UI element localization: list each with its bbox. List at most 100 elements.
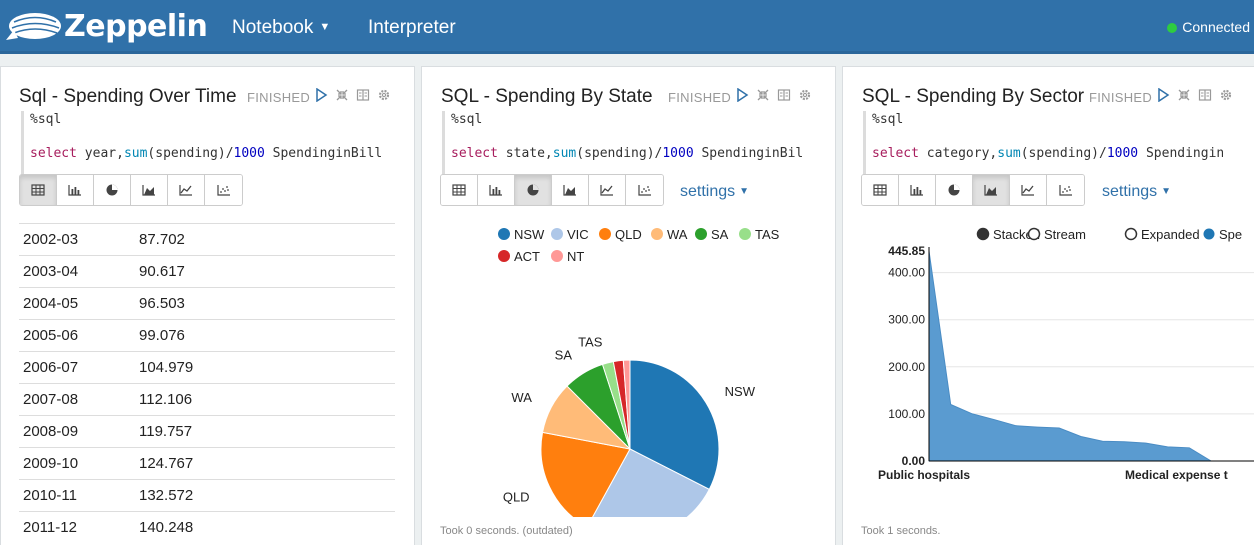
- stack-mode-option[interactable]: Expanded: [1124, 227, 1200, 242]
- bar-chart-button[interactable]: [899, 175, 936, 205]
- table-view-button[interactable]: [20, 175, 57, 205]
- legend-item[interactable]: SA: [695, 227, 729, 242]
- table-row: 2003-04 90.617: [19, 255, 395, 288]
- scatter-chart-button[interactable]: [205, 175, 242, 205]
- code-editor[interactable]: %sql select year,sum(spending)/1000 Spen…: [21, 111, 391, 177]
- stack-mode-label: Stream: [1044, 227, 1086, 242]
- legend-item[interactable]: NT: [551, 249, 584, 264]
- pie-slice-qld[interactable]: [540, 431, 631, 517]
- line-chart-icon: [179, 185, 192, 196]
- line-chart-button[interactable]: [589, 175, 626, 205]
- paragraph-title[interactable]: SQL - Spending By Sector: [862, 86, 1085, 107]
- pie-slice-vic[interactable]: [587, 448, 710, 517]
- table-row: 2007-08 112.106: [19, 383, 395, 416]
- y-tick-label: 0.00: [902, 454, 926, 468]
- legend-swatch: [599, 228, 611, 240]
- gear-icon[interactable]: [1218, 87, 1234, 103]
- paragraph-title[interactable]: SQL - Spending By State: [441, 86, 653, 107]
- code-editor[interactable]: %sql select state,sum(spending)/1000 Spe…: [442, 111, 812, 177]
- legend-item[interactable]: NSW: [498, 227, 545, 242]
- collapse-icon[interactable]: [1176, 87, 1192, 103]
- table-cell-value: 132.572: [139, 479, 395, 512]
- legend-item[interactable]: WA: [651, 227, 688, 242]
- table-view-button[interactable]: [862, 175, 899, 205]
- legend-swatch: [498, 250, 510, 262]
- paragraph-title[interactable]: Sql - Spending Over Time: [19, 86, 237, 107]
- pie-label: TAS: [578, 334, 603, 349]
- table-cell-value: 96.503: [139, 287, 395, 320]
- settings-toggle[interactable]: settings ▼: [1102, 183, 1171, 201]
- table-cell-year: 2006-07: [19, 351, 139, 384]
- book-icon[interactable]: [776, 87, 792, 103]
- legend-item[interactable]: Spe: [1203, 227, 1243, 242]
- table-view-button[interactable]: [441, 175, 478, 205]
- table-cell-value: 90.617: [139, 255, 395, 288]
- line-chart-button[interactable]: [168, 175, 205, 205]
- pie-chart: NSWVICQLDWASATASACTNTNSWVICQLDWASATAS: [498, 227, 780, 517]
- collapse-icon[interactable]: [755, 87, 771, 103]
- stack-mode-option[interactable]: Stream: [1027, 227, 1086, 242]
- code-function: sum: [997, 146, 1021, 161]
- area-series[interactable]: [928, 250, 1213, 462]
- nav-interpreter-link[interactable]: Interpreter: [368, 17, 456, 38]
- visualization-toolbar: [440, 174, 664, 206]
- radio-icon: [1124, 227, 1138, 241]
- legend-label: NT: [567, 249, 584, 264]
- stack-mode-option[interactable]: Stacked: [976, 227, 1040, 242]
- pie-slice-nt[interactable]: [622, 359, 631, 450]
- run-icon[interactable]: [313, 87, 329, 103]
- pie-slice-nsw[interactable]: [629, 359, 720, 491]
- gear-icon[interactable]: [376, 87, 392, 103]
- area-chart-button[interactable]: [131, 175, 168, 205]
- legend-item[interactable]: ACT: [498, 249, 540, 264]
- table-row: 2008-09 119.757: [19, 415, 395, 448]
- paragraph-controls: [313, 87, 392, 103]
- legend-item[interactable]: VIC: [551, 227, 589, 242]
- area-chart: Stacked Stream Expanded Spe 400.00 300.00 200.…: [878, 227, 1254, 482]
- code-text: (spending)/: [576, 146, 663, 161]
- pie-chart-button[interactable]: [936, 175, 973, 205]
- table-icon: [31, 184, 45, 196]
- pie-chart-icon: [948, 184, 960, 196]
- book-icon[interactable]: [1197, 87, 1213, 103]
- paragraph-spending-by-sector: SQL - Spending By Sector FINISHED %sql s…: [842, 66, 1254, 545]
- zeppelin-logo-icon[interactable]: [4, 8, 64, 46]
- settings-toggle[interactable]: settings ▼: [680, 183, 749, 201]
- legend-item[interactable]: QLD: [599, 227, 642, 242]
- bar-chart-icon: [910, 185, 923, 196]
- pie-chart-button[interactable]: [94, 175, 131, 205]
- gear-icon[interactable]: [797, 87, 813, 103]
- paragraph-status: FINISHED: [247, 90, 311, 105]
- legend-label: Spe: [1219, 227, 1242, 242]
- book-icon[interactable]: [355, 87, 371, 103]
- area-chart-icon: [563, 185, 576, 196]
- brand-name[interactable]: Zeppelin: [64, 9, 208, 44]
- area-chart-icon: [142, 185, 155, 196]
- table-cell-year: 2011-12: [19, 511, 139, 544]
- run-icon[interactable]: [734, 87, 750, 103]
- nav-notebook-label: Notebook: [232, 17, 314, 38]
- code-text: (spending)/: [147, 146, 234, 161]
- nav-notebook-menu[interactable]: Notebook ▼: [232, 17, 330, 39]
- line-chart-button[interactable]: [1010, 175, 1047, 205]
- top-navbar: Zeppelin Notebook ▼ Interpreter Connected: [0, 0, 1254, 54]
- table-cell-value: 87.702: [139, 223, 395, 256]
- bar-chart-button[interactable]: [478, 175, 515, 205]
- legend-label: SA: [711, 227, 729, 242]
- scatter-chart-button[interactable]: [1047, 175, 1084, 205]
- collapse-icon[interactable]: [334, 87, 350, 103]
- legend-swatch: [551, 250, 563, 262]
- table-cell-value: 140.248: [139, 511, 395, 544]
- legend-item[interactable]: TAS: [739, 227, 780, 242]
- table-icon: [452, 184, 466, 196]
- area-chart-button[interactable]: [552, 175, 589, 205]
- bar-chart-button[interactable]: [57, 175, 94, 205]
- code-editor[interactable]: %sql select category,sum(spending)/1000 …: [863, 111, 1223, 177]
- run-icon[interactable]: [1155, 87, 1171, 103]
- code-text: SpendinginBil: [693, 146, 804, 161]
- table-cell-value: 124.767: [139, 447, 395, 480]
- area-chart-button[interactable]: [973, 175, 1010, 205]
- scatter-chart-button[interactable]: [626, 175, 663, 205]
- pie-chart-button[interactable]: [515, 175, 552, 205]
- x-tick-label: Medical expense t: [1125, 468, 1228, 482]
